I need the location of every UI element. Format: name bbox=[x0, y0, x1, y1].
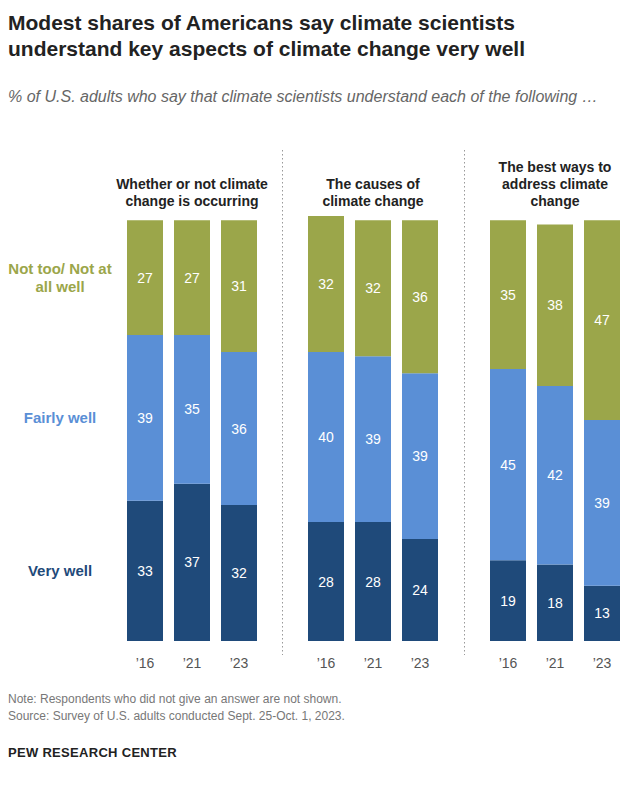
bar-segment bbox=[490, 220, 526, 369]
data-label: 36 bbox=[412, 289, 428, 305]
panel-title: The best ways to address climate change bbox=[488, 159, 623, 210]
data-label: 27 bbox=[137, 270, 153, 286]
bar-segment bbox=[127, 335, 163, 501]
panel-title: The causes of climate change bbox=[306, 176, 441, 210]
data-label: 18 bbox=[547, 595, 563, 611]
data-label: 32 bbox=[365, 280, 381, 296]
data-label: 33 bbox=[137, 563, 153, 579]
note: Note: Respondents who did not give an an… bbox=[8, 692, 342, 706]
separator bbox=[464, 150, 465, 655]
category-label: ’16 bbox=[136, 655, 155, 671]
data-label: 13 bbox=[594, 605, 610, 621]
data-label: 38 bbox=[547, 297, 563, 313]
bar-segment bbox=[221, 352, 257, 505]
panel-title: Whether or not climate change is occurri… bbox=[97, 176, 287, 210]
bars bbox=[490, 220, 620, 641]
data-label: 45 bbox=[500, 457, 516, 473]
bar-segment bbox=[221, 505, 257, 641]
data-labels: 19 45 35 18 42 38 13 39 47 bbox=[500, 287, 610, 622]
data-label: 32 bbox=[231, 565, 247, 581]
data-label: 47 bbox=[594, 312, 610, 328]
category-label: ’23 bbox=[593, 655, 612, 671]
data-label: 28 bbox=[318, 574, 334, 590]
bar-segment bbox=[355, 220, 391, 356]
category-label: ’16 bbox=[499, 655, 518, 671]
bar-segment bbox=[402, 220, 438, 373]
bar-segment bbox=[308, 352, 344, 522]
chart-svg: 333927373527323631’16’21’232840322839322… bbox=[0, 0, 640, 789]
bar-segment bbox=[584, 586, 620, 641]
category-label: ’21 bbox=[183, 655, 202, 671]
category-label: ’16 bbox=[317, 655, 336, 671]
data-label: 35 bbox=[184, 401, 200, 417]
data-label: 39 bbox=[594, 495, 610, 511]
brand: PEW RESEARCH CENTER bbox=[8, 745, 177, 760]
legend-label: Fairly well bbox=[6, 409, 114, 427]
bars bbox=[308, 216, 438, 641]
separator bbox=[282, 150, 283, 655]
data-label: 39 bbox=[365, 431, 381, 447]
category-label: ’23 bbox=[230, 655, 249, 671]
bar-segment bbox=[537, 565, 573, 642]
bar-segment bbox=[308, 216, 344, 352]
legend-label: Not too/ Not at all well bbox=[6, 260, 114, 296]
bar-segment bbox=[584, 420, 620, 586]
data-label: 19 bbox=[500, 593, 516, 609]
data-label: 31 bbox=[231, 278, 247, 294]
data-label: 35 bbox=[500, 287, 516, 303]
data-label: 28 bbox=[365, 574, 381, 590]
bar-segment bbox=[174, 220, 210, 335]
title: Modest shares of Americans say climate s… bbox=[8, 10, 628, 62]
bars bbox=[127, 220, 257, 641]
bar-segment bbox=[127, 501, 163, 641]
legend-label: Very well bbox=[6, 562, 114, 580]
data-labels: 28 40 32 28 39 32 24 39 36 bbox=[318, 276, 428, 598]
bar-segment bbox=[490, 369, 526, 560]
data-labels: 33 39 27 37 35 27 32 36 31 bbox=[137, 270, 247, 581]
source: Source: Survey of U.S. adults conducted … bbox=[8, 709, 345, 723]
bar-segment bbox=[221, 220, 257, 352]
bar-segment bbox=[174, 484, 210, 641]
bar-segment bbox=[537, 225, 573, 387]
data-label: 36 bbox=[231, 421, 247, 437]
bar-segment bbox=[490, 560, 526, 641]
bar-segment bbox=[584, 220, 620, 420]
data-label: 24 bbox=[412, 582, 428, 598]
bar-segment bbox=[402, 539, 438, 641]
data-label: 37 bbox=[184, 554, 200, 570]
bar-segment bbox=[402, 373, 438, 539]
category-label: ’21 bbox=[546, 655, 565, 671]
bar-segment bbox=[308, 522, 344, 641]
data-label: 27 bbox=[184, 270, 200, 286]
bar-segment bbox=[355, 522, 391, 641]
data-label: 32 bbox=[318, 276, 334, 292]
data-label: 40 bbox=[318, 429, 334, 445]
category-label: ’21 bbox=[364, 655, 383, 671]
bar-segment bbox=[355, 356, 391, 522]
data-label: 39 bbox=[137, 410, 153, 426]
data-label: 42 bbox=[547, 467, 563, 483]
subtitle: % of U.S. adults who say that climate sc… bbox=[8, 86, 628, 107]
bar-segment bbox=[127, 220, 163, 335]
bar-segment bbox=[174, 335, 210, 484]
bar-segment bbox=[537, 386, 573, 565]
data-label: 39 bbox=[412, 448, 428, 464]
category-label: ’23 bbox=[411, 655, 430, 671]
